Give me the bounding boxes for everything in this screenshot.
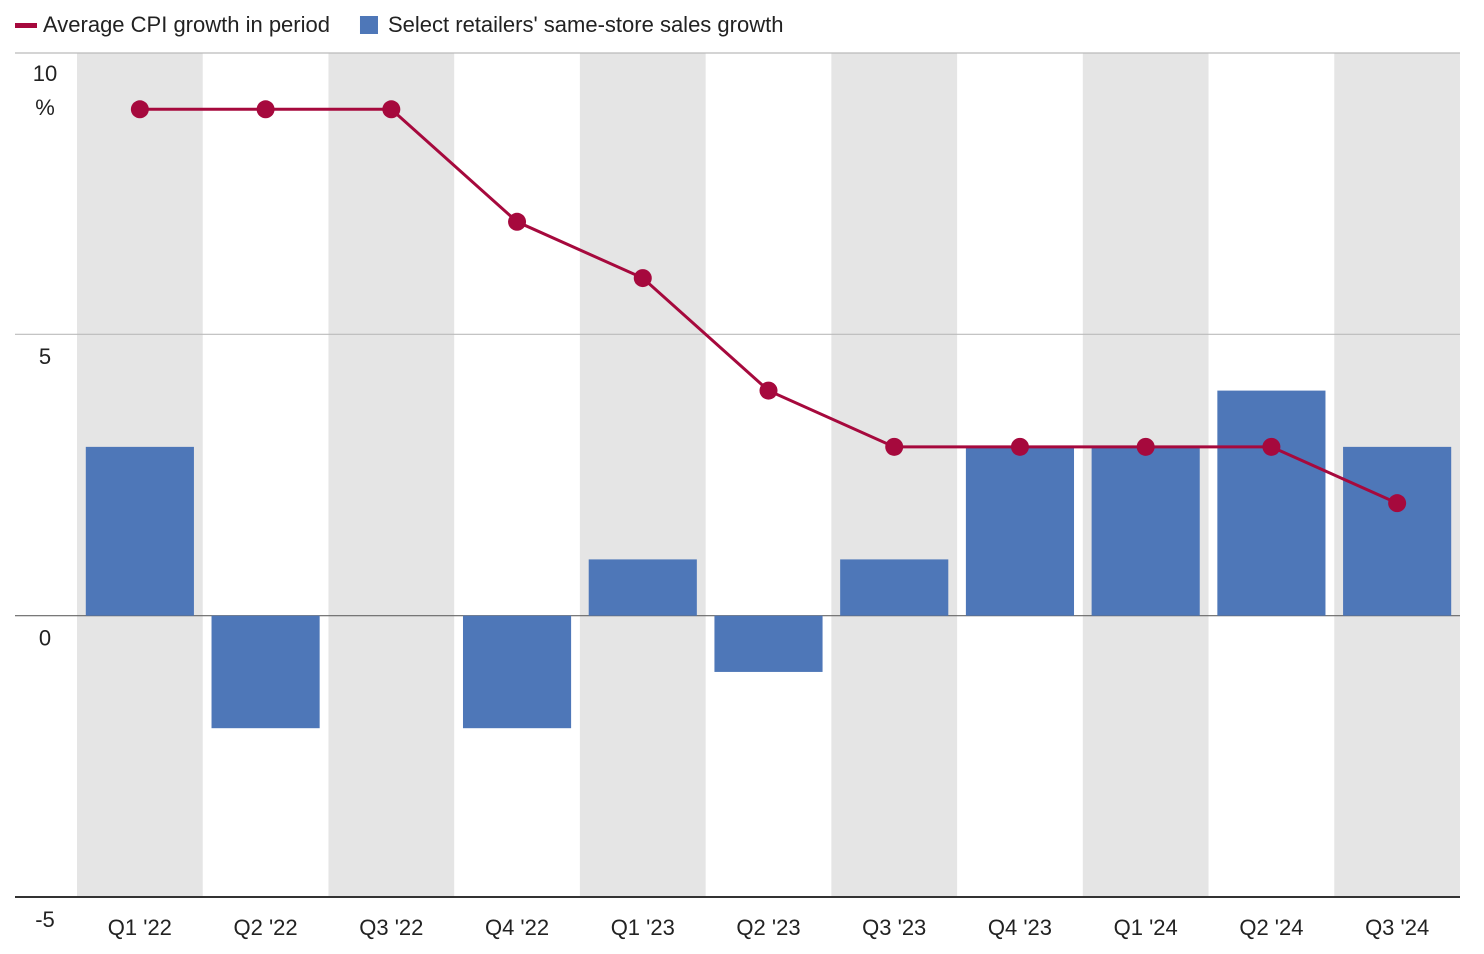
legend-marker xyxy=(359,16,378,34)
x-tick-label: Q1 '24 xyxy=(1114,915,1178,940)
bar xyxy=(211,615,320,729)
line-point xyxy=(130,100,149,119)
x-tick-label: Q2 '23 xyxy=(736,915,800,940)
band-background xyxy=(328,53,455,897)
x-tick-label: Q4 '22 xyxy=(485,915,549,940)
bar xyxy=(1091,446,1200,616)
bar xyxy=(714,615,823,672)
line-point xyxy=(1136,437,1155,456)
line-point xyxy=(508,212,527,231)
bar xyxy=(1217,390,1326,616)
x-tick-label: Q3 '24 xyxy=(1365,915,1429,940)
band-background xyxy=(579,53,706,897)
line-point xyxy=(382,100,401,119)
line-point xyxy=(256,100,275,119)
x-tick-label: Q1 '23 xyxy=(611,915,675,940)
legend-marker xyxy=(15,23,37,28)
x-tick-label: Q3 '22 xyxy=(359,915,423,940)
y-tick-label: 5 xyxy=(39,344,51,369)
bar xyxy=(462,615,572,729)
line-point xyxy=(633,269,652,288)
line-point xyxy=(885,437,904,456)
y-unit-label: % xyxy=(35,95,55,120)
x-tick-label: Q1 '22 xyxy=(108,915,172,940)
x-tick-label: Q3 '23 xyxy=(862,915,926,940)
legend-label: Average CPI growth in period xyxy=(43,12,330,37)
y-tick-label: 10 xyxy=(33,61,57,86)
band-background xyxy=(831,53,958,897)
bar xyxy=(1343,446,1452,616)
line-point xyxy=(1388,494,1407,513)
bar xyxy=(840,559,949,616)
legend-label: Select retailers' same-store sales growt… xyxy=(388,12,783,37)
line-point xyxy=(1010,437,1029,456)
x-tick-label: Q2 '22 xyxy=(234,915,298,940)
x-tick-label: Q2 '24 xyxy=(1239,915,1303,940)
line-point xyxy=(759,381,778,400)
bar xyxy=(965,446,1075,616)
y-tick-label: 0 xyxy=(39,625,51,650)
x-tick-label: Q4 '23 xyxy=(988,915,1052,940)
line-point xyxy=(1262,437,1281,456)
bar xyxy=(85,446,194,616)
y-tick-label: -5 xyxy=(35,907,55,932)
bar xyxy=(588,559,697,616)
